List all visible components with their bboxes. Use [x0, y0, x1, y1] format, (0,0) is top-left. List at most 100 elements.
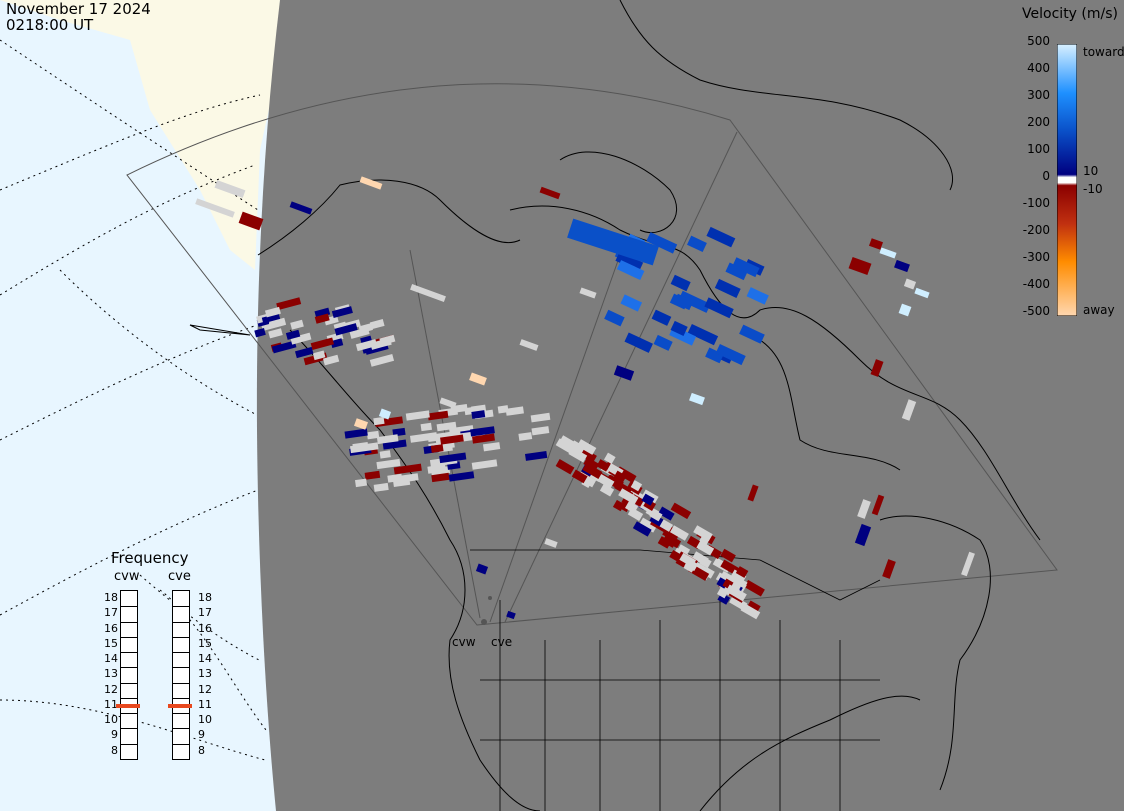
velocity-cell [344, 428, 368, 439]
velocity-tick-label: -300 [1022, 250, 1050, 264]
velocity-cell [290, 332, 312, 345]
velocity-cell [440, 434, 464, 445]
frequency-scale-label: 9 [198, 728, 205, 742]
velocity-cell [612, 499, 625, 512]
velocity-tick-label: 100 [1027, 142, 1050, 156]
velocity-tick-label: -200 [1022, 223, 1050, 237]
velocity-cell [238, 211, 264, 231]
frequency-gridline [121, 697, 137, 699]
frequency-scale-label: 8 [111, 743, 118, 757]
velocity-cell [715, 343, 746, 366]
velocity-cell [725, 584, 747, 602]
velocity-cell [848, 256, 872, 276]
velocity-cell [374, 416, 404, 428]
frequency-gridline [173, 606, 189, 608]
frequency-scale-label: 15 [104, 636, 118, 650]
date-label: November 17 2024 [6, 0, 151, 18]
frequency-gridline [173, 636, 189, 638]
velocity-cell [269, 317, 287, 329]
velocity-tick-label: 0 [1042, 169, 1050, 183]
velocity-cell [322, 354, 340, 366]
radar-label-cve: cve [168, 569, 191, 584]
velocity-tick-label: -400 [1022, 277, 1050, 291]
frequency-scale-label: 10 [198, 713, 212, 727]
velocity-cell [519, 339, 539, 351]
velocity-cell [330, 338, 344, 348]
velocity-cell [518, 432, 533, 441]
velocity-cell [746, 287, 769, 305]
velocity-cell [506, 610, 516, 620]
tick-label-10: 10 [1083, 164, 1099, 178]
frequency-gridline [173, 621, 189, 623]
velocity-cell [739, 324, 765, 344]
frequency-scale-label: 17 [198, 606, 212, 620]
frequency-gridline [121, 743, 137, 745]
frequency-gridline [121, 713, 137, 715]
frequency-scale-label: 8 [198, 743, 205, 757]
velocity-color-bar [1057, 44, 1077, 316]
velocity-cell [369, 319, 385, 330]
frequency-marker-cvw [116, 704, 140, 709]
velocity-cell [583, 457, 600, 471]
velocity-cell [613, 365, 635, 381]
velocity-cell [530, 412, 551, 423]
velocity-cell [616, 260, 645, 281]
velocity-cell [555, 459, 575, 475]
velocity-cell [400, 473, 419, 483]
velocity-cell [624, 332, 653, 353]
velocity-cell [276, 297, 302, 311]
velocity-cell [659, 519, 674, 532]
frequency-scale-label: 18 [198, 591, 212, 604]
frequency-column-cve [172, 590, 190, 760]
velocity-cell [603, 452, 616, 465]
frequency-scale-label: 10 [104, 713, 118, 727]
velocity-cell [439, 397, 457, 409]
velocity-cell [705, 347, 724, 364]
velocity-cell [366, 430, 380, 440]
frequency-title: Frequency [111, 549, 189, 567]
frequency-gridline [121, 621, 137, 623]
velocity-cell [214, 180, 246, 198]
velocity-cell [359, 176, 383, 190]
velocity-cell [632, 521, 652, 537]
frequency-scale-label: 11 [104, 697, 118, 711]
frequency-scale-label: 9 [111, 728, 118, 742]
velocity-cell [471, 410, 486, 419]
velocity-tick-label: 300 [1027, 88, 1050, 102]
time-label: 0218:00 UT [6, 16, 94, 34]
frequency-gridline [173, 667, 189, 669]
velocity-cell [720, 548, 736, 563]
velocity-tick-label: -100 [1022, 196, 1050, 210]
frequency-gridline [173, 728, 189, 730]
velocity-cell [613, 470, 627, 483]
velocity-cell [378, 408, 392, 420]
velocity-cell [482, 442, 501, 452]
velocity-cell [735, 566, 749, 578]
velocity-cell [706, 226, 736, 248]
velocity-cell [505, 406, 524, 416]
frequency-gridline [121, 667, 137, 669]
tick-label-minus-10: -10 [1083, 182, 1103, 196]
frequency-scale-label: 12 [104, 682, 118, 696]
velocity-cell [405, 410, 430, 421]
velocity-cell [868, 238, 884, 250]
frequency-gridline [121, 652, 137, 654]
velocity-cell [312, 350, 326, 361]
frequency-gridline [173, 713, 189, 715]
velocity-cell [567, 218, 659, 266]
velocity-cell [732, 257, 760, 278]
coastlines [189, 0, 1041, 811]
velocity-cell [901, 399, 917, 421]
velocity-cell [439, 452, 467, 464]
velocity-cell [358, 323, 373, 334]
velocity-tick-label: 500 [1027, 34, 1050, 48]
velocity-cell [376, 458, 401, 470]
radar-site-marker [488, 596, 492, 600]
velocity-cell [740, 603, 761, 620]
velocity-cell [704, 297, 734, 319]
velocity-cell [669, 525, 689, 541]
projection-disk [256, 0, 1124, 811]
velocity-cell [448, 471, 475, 482]
velocity-cell [376, 434, 399, 445]
